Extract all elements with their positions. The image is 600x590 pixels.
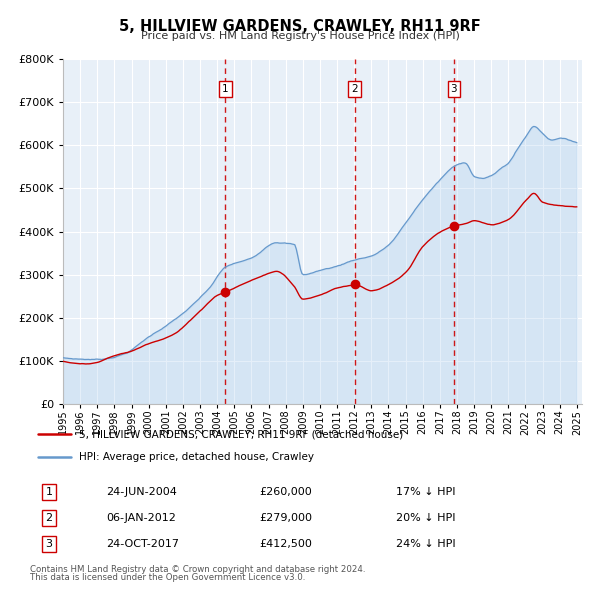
Text: £412,500: £412,500 — [259, 539, 312, 549]
Text: 3: 3 — [451, 84, 457, 94]
Text: Price paid vs. HM Land Registry's House Price Index (HPI): Price paid vs. HM Land Registry's House … — [140, 31, 460, 41]
Text: 24-OCT-2017: 24-OCT-2017 — [106, 539, 179, 549]
Text: £279,000: £279,000 — [259, 513, 313, 523]
Text: £260,000: £260,000 — [259, 487, 312, 497]
Text: 06-JAN-2012: 06-JAN-2012 — [106, 513, 176, 523]
Text: 24-JUN-2004: 24-JUN-2004 — [106, 487, 178, 497]
Text: 3: 3 — [46, 539, 53, 549]
Text: 5, HILLVIEW GARDENS, CRAWLEY, RH11 9RF (detached house): 5, HILLVIEW GARDENS, CRAWLEY, RH11 9RF (… — [79, 429, 403, 439]
Text: 20% ↓ HPI: 20% ↓ HPI — [396, 513, 455, 523]
Text: 2: 2 — [351, 84, 358, 94]
Text: 5, HILLVIEW GARDENS, CRAWLEY, RH11 9RF: 5, HILLVIEW GARDENS, CRAWLEY, RH11 9RF — [119, 19, 481, 34]
Text: HPI: Average price, detached house, Crawley: HPI: Average price, detached house, Craw… — [79, 452, 314, 462]
Text: Contains HM Land Registry data © Crown copyright and database right 2024.: Contains HM Land Registry data © Crown c… — [30, 565, 365, 574]
Text: 17% ↓ HPI: 17% ↓ HPI — [396, 487, 455, 497]
Text: 1: 1 — [46, 487, 53, 497]
Text: 1: 1 — [222, 84, 229, 94]
Text: This data is licensed under the Open Government Licence v3.0.: This data is licensed under the Open Gov… — [30, 573, 305, 582]
Text: 2: 2 — [46, 513, 53, 523]
Text: 24% ↓ HPI: 24% ↓ HPI — [396, 539, 455, 549]
